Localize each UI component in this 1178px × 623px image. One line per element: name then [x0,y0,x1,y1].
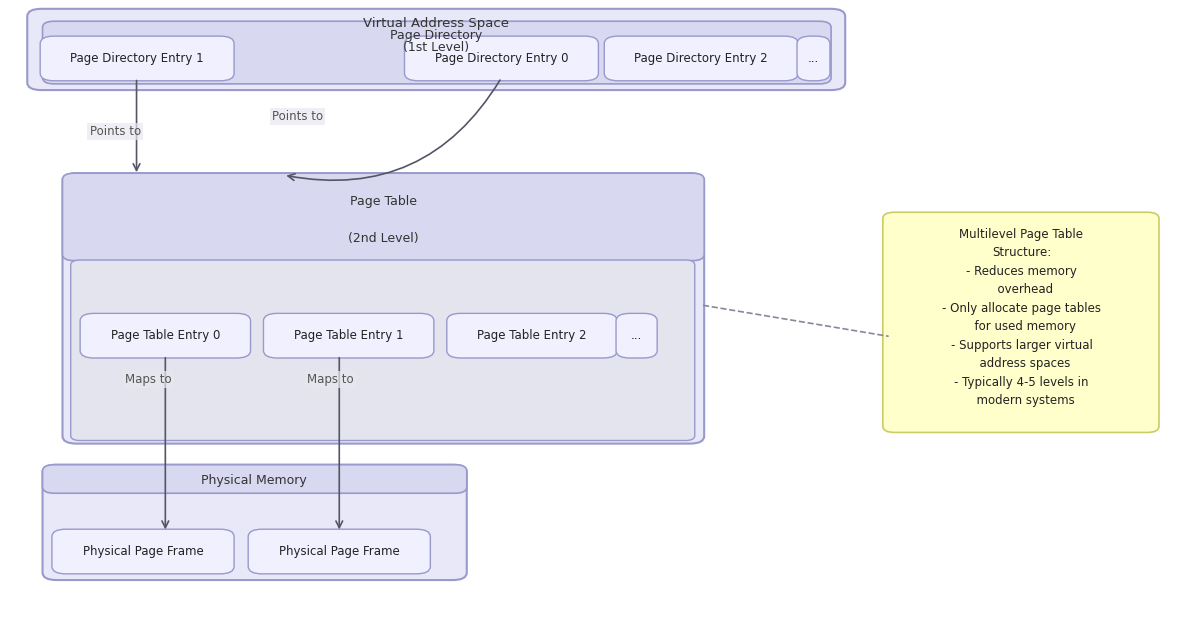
Text: Points to: Points to [272,110,323,123]
Text: Multilevel Page Table
Structure:
- Reduces memory
  overhead
- Only allocate pag: Multilevel Page Table Structure: - Reduc… [942,228,1101,407]
Text: Points to: Points to [90,125,140,138]
FancyBboxPatch shape [264,313,434,358]
Text: Physical Page Frame: Physical Page Frame [82,545,204,558]
Text: Page Directory: Page Directory [390,29,482,42]
FancyBboxPatch shape [80,313,251,358]
Text: Page Directory Entry 1: Page Directory Entry 1 [71,52,204,65]
Text: Page Table: Page Table [350,194,417,207]
FancyBboxPatch shape [71,260,695,440]
FancyBboxPatch shape [42,21,832,84]
Text: ...: ... [631,329,642,342]
Text: Page Table Entry 0: Page Table Entry 0 [111,329,220,342]
Text: Page Table Entry 2: Page Table Entry 2 [477,329,587,342]
Text: Page Directory Entry 0: Page Directory Entry 0 [435,52,568,65]
FancyBboxPatch shape [52,529,234,574]
Text: ...: ... [808,52,819,65]
Text: Page Directory Entry 2: Page Directory Entry 2 [635,52,768,65]
FancyBboxPatch shape [604,36,799,81]
FancyBboxPatch shape [27,9,845,90]
FancyBboxPatch shape [42,465,466,580]
FancyBboxPatch shape [404,36,598,81]
FancyBboxPatch shape [62,173,704,260]
Text: (2nd Level): (2nd Level) [348,232,418,245]
FancyBboxPatch shape [446,313,617,358]
Text: Physical Page Frame: Physical Page Frame [279,545,399,558]
FancyBboxPatch shape [798,36,830,81]
FancyBboxPatch shape [40,36,234,81]
Text: (1st Level): (1st Level) [403,41,469,54]
FancyBboxPatch shape [882,212,1159,432]
FancyBboxPatch shape [62,173,704,444]
FancyBboxPatch shape [616,313,657,358]
Text: Page Table Entry 1: Page Table Entry 1 [294,329,403,342]
FancyBboxPatch shape [42,465,466,493]
FancyBboxPatch shape [249,529,430,574]
Text: Virtual Address Space: Virtual Address Space [363,17,509,30]
Text: Physical Memory: Physical Memory [201,473,307,487]
Text: Maps to: Maps to [125,373,172,386]
Text: Maps to: Maps to [307,373,353,386]
